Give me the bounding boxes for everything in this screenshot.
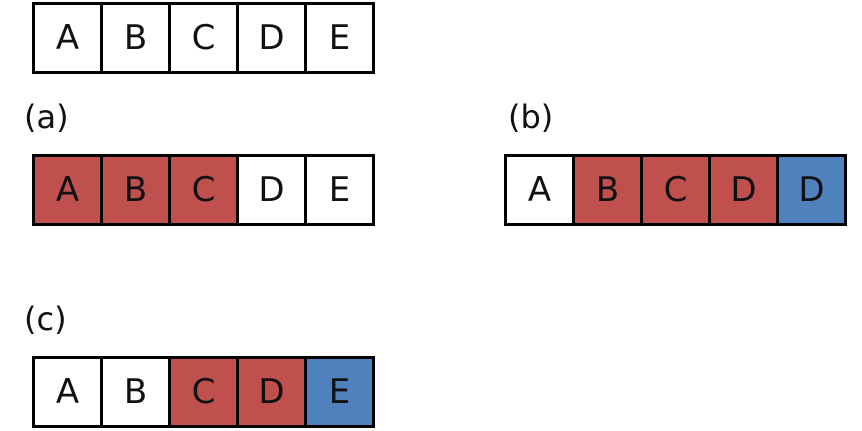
original-sequence: A B C D E (32, 2, 375, 74)
sequence-cell: B (100, 154, 171, 226)
sequence-cell: C (168, 2, 239, 74)
sequence-cell: C (640, 154, 711, 226)
sequence-cell: D (708, 154, 779, 226)
sequence-cell: C (168, 154, 239, 226)
sequence-cell: A (504, 154, 575, 226)
sequence-cell: E (304, 356, 375, 428)
sequence-cell: B (572, 154, 643, 226)
sequence-cell: B (100, 356, 171, 428)
sequence-cell: E (304, 154, 375, 226)
panel-b-sequence: A B C D D (504, 154, 847, 226)
panel-c-label: (c) (24, 300, 67, 338)
sequence-cell: A (32, 2, 103, 74)
sequence-cell: A (32, 154, 103, 226)
sequence-cell: D (776, 154, 847, 226)
sequence-cell: E (304, 2, 375, 74)
sequence-cell: A (32, 356, 103, 428)
panel-a-label: (a) (24, 98, 69, 136)
sequence-cell: D (236, 154, 307, 226)
panel-a-sequence: A B C D E (32, 154, 375, 226)
sequence-cell: D (236, 2, 307, 74)
sequence-cell: C (168, 356, 239, 428)
panel-c-sequence: A B C D E (32, 356, 375, 428)
sequence-cell: D (236, 356, 307, 428)
panel-b-label: (b) (508, 98, 554, 136)
sequence-cell: B (100, 2, 171, 74)
